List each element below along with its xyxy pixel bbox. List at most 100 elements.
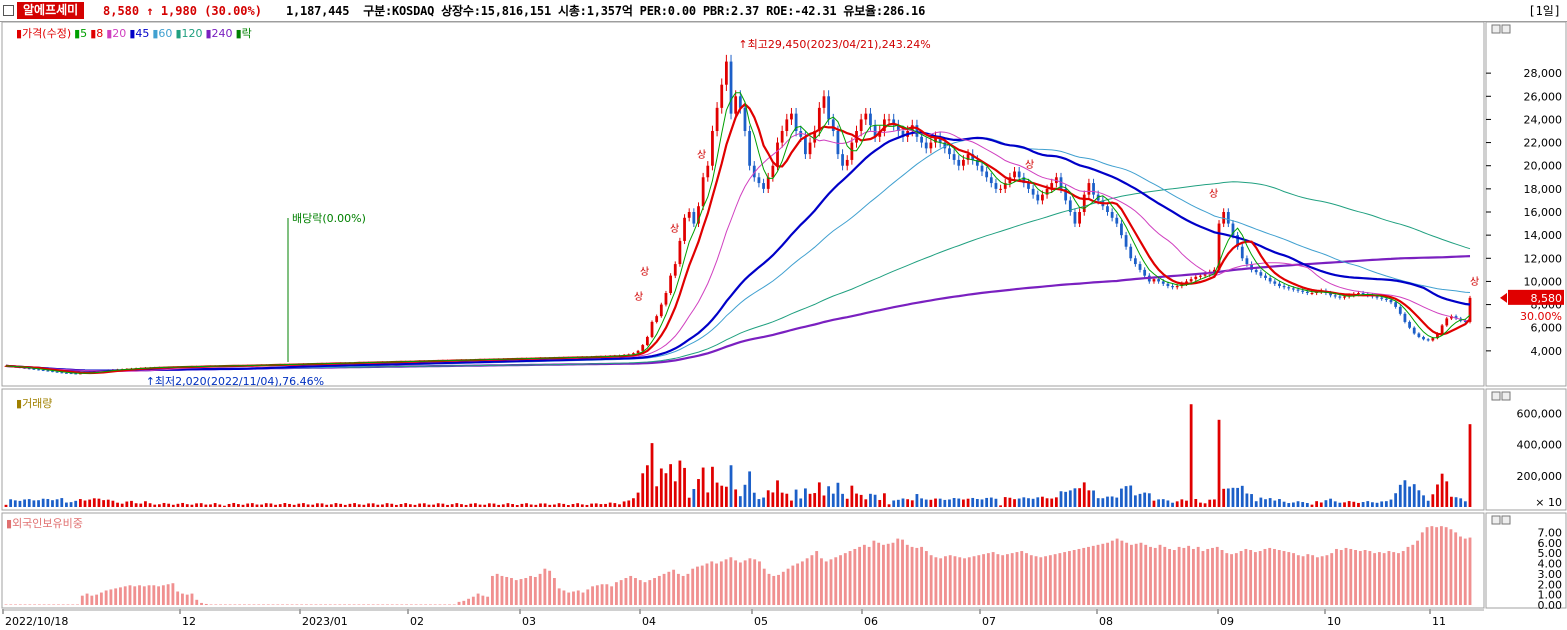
checkbox[interactable] xyxy=(3,5,14,16)
foreign-bar xyxy=(419,604,423,605)
x-axis-label: 2022/10/18 xyxy=(5,615,68,628)
foreign-bar xyxy=(1077,548,1081,605)
price-change: 8,580 ↑ 1,980 (30.00%) xyxy=(103,3,262,19)
foreign-bar xyxy=(748,558,752,605)
candle xyxy=(1468,297,1472,322)
foreign-bar xyxy=(691,568,695,605)
volume-bar xyxy=(27,499,31,507)
foreign-bar xyxy=(710,561,714,605)
price-tick-label: 18,000 xyxy=(1524,183,1563,196)
foreign-bar xyxy=(71,604,75,605)
candle xyxy=(1157,279,1160,282)
foreign-bar xyxy=(510,578,513,605)
foreign-bar xyxy=(724,559,728,605)
legend-item[interactable]: ▮45 xyxy=(129,27,150,40)
foreign-bar xyxy=(228,604,232,605)
foreign-bar xyxy=(28,604,32,605)
foreign-bar xyxy=(338,604,342,605)
volume-bar xyxy=(859,494,863,507)
candle xyxy=(929,142,933,149)
price-tick-label: 22,000 xyxy=(1524,137,1563,150)
candle xyxy=(776,142,779,166)
candle xyxy=(896,125,900,131)
volume-bar xyxy=(204,504,208,507)
volume-bar xyxy=(901,498,905,507)
volume-bar xyxy=(1106,496,1109,507)
volume-bar xyxy=(446,504,449,507)
volume-bar xyxy=(1120,488,1123,507)
volume-bar xyxy=(250,503,254,507)
legend-item[interactable]: ▮60 xyxy=(152,27,173,40)
volume-bar xyxy=(311,504,315,507)
candle xyxy=(1143,269,1147,276)
foreign-bar xyxy=(948,555,952,605)
legend-item[interactable]: ▮20 xyxy=(106,27,127,40)
volume-bar xyxy=(418,503,422,507)
foreign-bar xyxy=(882,544,885,605)
volume-bar xyxy=(371,503,375,507)
candle xyxy=(1250,264,1253,270)
market-info: 구분:KOSDAQ 상장수:15,816,151 시총:1,357억 PER:0… xyxy=(363,4,926,18)
legend-item[interactable]: ▮가격(수정) xyxy=(16,27,72,40)
foreign-bar xyxy=(729,557,733,605)
legend-item[interactable]: ▮5 xyxy=(74,27,88,40)
volume-bar xyxy=(1027,498,1030,507)
foreign-bar xyxy=(18,604,22,605)
volume-bar xyxy=(381,504,384,507)
stock-name[interactable]: 알에프세미 xyxy=(17,2,85,19)
legend-item[interactable]: ▮8 xyxy=(90,27,104,40)
candle xyxy=(1333,295,1337,297)
volume-tick-label: 600,000 xyxy=(1517,408,1563,421)
volume-bar xyxy=(641,473,645,507)
volume-bar xyxy=(548,504,552,507)
legend-item[interactable]: ▮120 xyxy=(175,27,203,40)
candle xyxy=(790,113,793,120)
foreign-legend: ▮외국인보유비중 xyxy=(6,517,83,530)
candle xyxy=(1045,188,1049,195)
legend-item[interactable]: ▮240 xyxy=(205,27,233,40)
foreign-bar xyxy=(181,593,184,605)
foreign-bar xyxy=(896,538,900,605)
candle xyxy=(1417,333,1421,337)
volume-bar xyxy=(771,492,775,507)
volume-bar xyxy=(144,501,147,507)
volume-bar xyxy=(167,503,171,507)
period-button[interactable]: [1일] xyxy=(1528,4,1561,18)
last-price-box xyxy=(1508,289,1564,305)
volume-bar xyxy=(474,503,477,507)
volume-bar xyxy=(376,504,380,507)
foreign-bar xyxy=(700,565,704,605)
legend-item[interactable]: ▮락 xyxy=(235,27,252,40)
foreign-bar xyxy=(142,586,146,605)
candle xyxy=(1022,177,1026,184)
foreign-bar xyxy=(428,604,432,605)
foreign-bar xyxy=(1292,553,1295,605)
limit-up-mark: 상 xyxy=(670,223,679,235)
volume-bar xyxy=(924,499,928,507)
candle xyxy=(659,304,663,317)
volume-bar xyxy=(869,493,872,507)
volume-bar xyxy=(441,503,445,507)
candle xyxy=(697,206,700,224)
foreign-bar xyxy=(958,557,962,605)
volume-bar xyxy=(673,481,677,507)
maximize-icon xyxy=(1501,515,1511,525)
candle xyxy=(1064,188,1068,201)
volume-bar xyxy=(1459,498,1463,507)
foreign-bar xyxy=(99,592,103,605)
foreign-bar xyxy=(667,571,671,605)
foreign-bar xyxy=(676,573,680,605)
volume-bar xyxy=(492,503,496,507)
volume-bar xyxy=(948,499,951,507)
foreign-bar xyxy=(967,557,971,605)
foreign-legend-label: 외국인보유비중 xyxy=(12,517,83,530)
volume-bar xyxy=(1050,498,1054,507)
volume-legend-label: 거래량 xyxy=(22,397,53,410)
volume-bar xyxy=(195,503,198,507)
foreign-bar xyxy=(185,594,189,605)
candle xyxy=(1082,194,1086,212)
candle xyxy=(645,336,649,346)
candle xyxy=(1087,183,1091,195)
foreign-bar xyxy=(681,575,685,605)
